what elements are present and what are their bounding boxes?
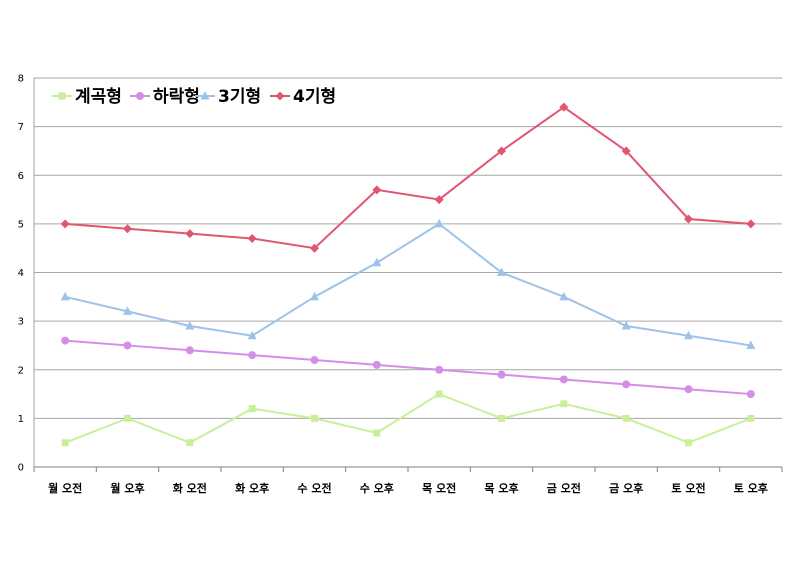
data-point xyxy=(372,185,382,195)
data-point xyxy=(684,330,693,340)
x-tick-label: 수 오전 xyxy=(297,481,331,495)
y-tick-label: 1 xyxy=(18,414,24,425)
x-tick-label: 목 오전 xyxy=(422,481,456,495)
series-group xyxy=(60,102,756,447)
legend-marker xyxy=(200,91,210,100)
legend-item-3: 3기형 xyxy=(195,86,261,107)
data-point xyxy=(497,146,506,156)
data-point xyxy=(310,356,319,365)
y-tick-label: 4 xyxy=(18,268,24,279)
data-point xyxy=(497,267,506,276)
data-point xyxy=(124,414,131,422)
legend-label: 계곡형 xyxy=(75,86,122,107)
y-tick-label: 8 xyxy=(18,74,24,85)
series-line xyxy=(65,339,751,396)
data-point xyxy=(372,257,382,267)
y-tick-label: 2 xyxy=(18,365,24,376)
data-point xyxy=(685,439,692,447)
x-tick-label: 화 오후 xyxy=(235,481,269,495)
data-point xyxy=(435,365,444,374)
x-tick-label: 월 오후 xyxy=(110,481,144,495)
legend-label: 3기형 xyxy=(218,86,261,107)
data-point xyxy=(186,439,194,447)
data-point xyxy=(123,306,132,315)
data-point xyxy=(434,195,444,205)
x-tick-label: 월 오전 xyxy=(48,481,82,495)
x-tick-label: 토 오전 xyxy=(671,481,705,495)
data-point xyxy=(248,351,257,360)
series-1 xyxy=(61,390,755,447)
series-3 xyxy=(60,218,756,349)
data-point xyxy=(60,219,70,229)
data-point xyxy=(498,414,505,422)
legend-marker xyxy=(275,91,285,101)
y-tick-label: 0 xyxy=(18,463,24,474)
legend-label: 4기형 xyxy=(293,86,336,107)
data-point xyxy=(372,360,381,369)
series-2 xyxy=(61,336,755,399)
data-point xyxy=(248,405,256,413)
legend-item-2: 하락형 xyxy=(130,86,200,107)
legend-marker xyxy=(136,92,144,100)
legend-item-4: 4기형 xyxy=(270,86,336,107)
y-axis: 0 1 2 3 4 5 6 7 8 xyxy=(18,74,35,474)
series-line xyxy=(65,106,751,250)
data-point xyxy=(185,320,195,330)
series-line xyxy=(64,222,751,347)
data-point xyxy=(559,291,569,301)
data-point xyxy=(560,400,568,408)
data-point xyxy=(373,429,381,437)
y-tick-label: 6 xyxy=(18,171,24,182)
data-point xyxy=(310,243,319,253)
x-tick-label: 금 오후 xyxy=(609,481,643,495)
data-point xyxy=(621,320,631,330)
data-point xyxy=(746,219,756,229)
data-point xyxy=(684,214,693,224)
data-point xyxy=(621,146,631,156)
y-tick-label: 3 xyxy=(18,317,24,328)
data-point xyxy=(123,341,132,350)
data-point xyxy=(746,340,756,349)
legend-label: 하락형 xyxy=(153,86,200,107)
x-tick-label: 수 오후 xyxy=(360,481,394,495)
data-point xyxy=(559,102,569,112)
data-point xyxy=(622,414,630,422)
data-point xyxy=(497,370,506,379)
data-point xyxy=(61,336,70,345)
x-tick-label: 목 오후 xyxy=(484,481,518,495)
data-point xyxy=(123,224,132,234)
legend-item-1: 계곡형 xyxy=(52,86,122,107)
series-4 xyxy=(60,102,756,253)
gridlines xyxy=(34,77,782,419)
legend: 계곡형 하락형 3기형 4기형 xyxy=(52,86,336,107)
data-point xyxy=(247,330,257,340)
data-point xyxy=(746,390,755,399)
data-point xyxy=(185,229,195,239)
x-tick-label: 금 오전 xyxy=(547,481,581,495)
data-point xyxy=(60,291,70,301)
data-point xyxy=(747,414,755,422)
y-tick-label: 7 xyxy=(18,122,24,133)
data-point xyxy=(559,375,568,384)
data-point xyxy=(61,439,69,447)
series-line xyxy=(64,393,752,444)
x-tick-label: 토 오후 xyxy=(734,481,768,495)
data-point xyxy=(310,291,319,301)
data-point xyxy=(185,346,194,355)
data-point xyxy=(435,390,443,398)
data-point xyxy=(311,414,318,422)
data-point xyxy=(434,218,444,228)
data-point xyxy=(247,233,257,243)
data-point xyxy=(622,380,631,389)
data-point xyxy=(684,385,693,394)
y-tick-label: 5 xyxy=(18,219,24,230)
x-axis: 월 오전 월 오후 화 오전 화 오후 수 오전 수 오후 목 오전 목 오후 금 오전 금 오후… xyxy=(33,466,783,495)
legend-marker xyxy=(58,92,66,100)
x-tick-label: 화 오전 xyxy=(173,481,207,495)
